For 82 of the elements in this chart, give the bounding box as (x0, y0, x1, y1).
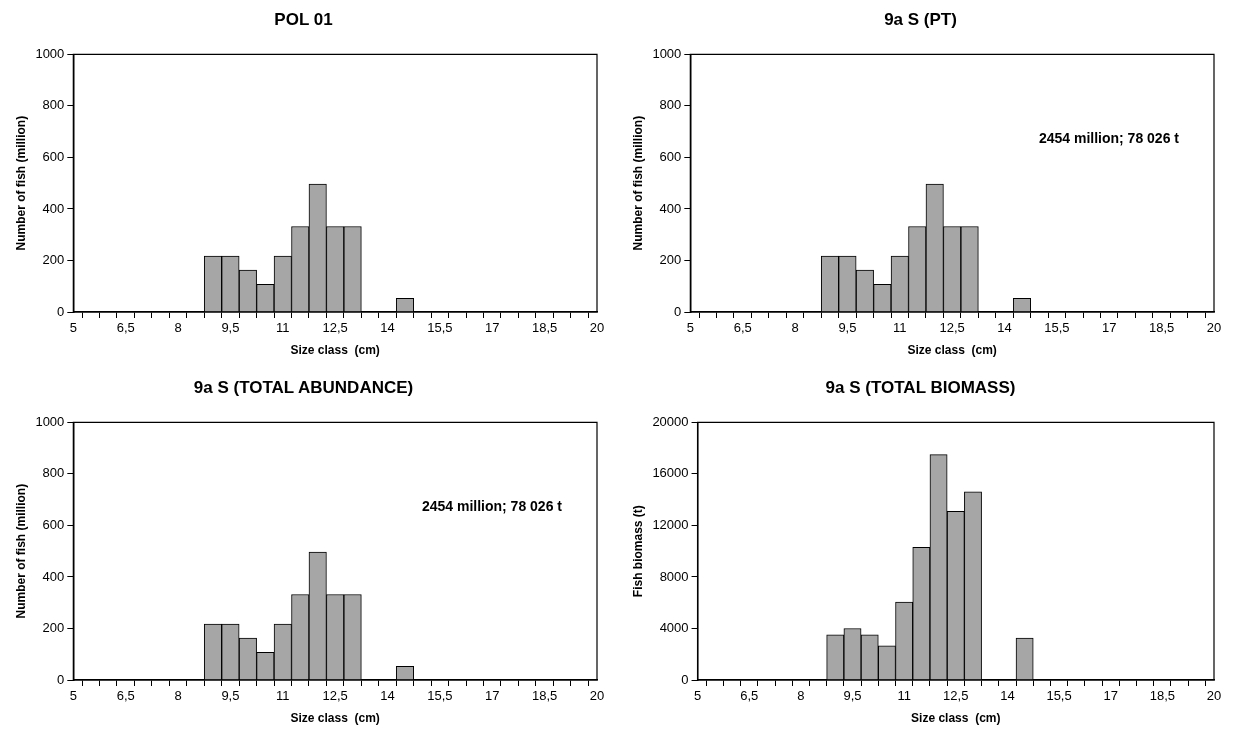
x-tick-label: 6,5 (116, 320, 135, 336)
x-tick-label: 5 (693, 688, 702, 704)
y-axis-title: Number of fish (million) (13, 115, 28, 251)
x-tick-label: 17 (1103, 688, 1118, 704)
x-tick-label: 18,5 (531, 688, 558, 704)
x-tick-label: 17 (1102, 320, 1117, 336)
x-tick-label: 20 (1206, 688, 1222, 704)
x-tick-label: 15,5 (1046, 688, 1072, 704)
y-tick-label: 200 (42, 252, 65, 268)
y-tick-label: 0 (674, 303, 682, 319)
x-tick-label: 15,5 (1044, 320, 1070, 336)
x-tick-label: 12,5 (322, 688, 348, 704)
x-tick-label: 17 (485, 688, 500, 704)
x-tick-label: 8 (791, 320, 799, 336)
x-axis-title: Size class (cm) (290, 343, 380, 358)
x-tick-label: 11 (276, 688, 290, 704)
x-tick-label: 8 (174, 320, 182, 336)
x-axis-title: Size class (cm) (911, 711, 1001, 726)
x-tick-label: 18,5 (1149, 688, 1176, 704)
y-tick-label: 800 (42, 465, 65, 481)
y-tick-label: 800 (659, 97, 682, 113)
x-tick-label: 11 (276, 320, 290, 336)
x-tick-label: 9,5 (838, 320, 857, 336)
x-tick-label: 5 (686, 320, 694, 336)
y-tick-label: 400 (659, 200, 682, 216)
y-tick-label: 0 (57, 671, 65, 687)
x-tick-label: 8 (797, 688, 805, 704)
x-tick-label: 9,5 (843, 688, 862, 704)
x-tick-label: 20 (1206, 320, 1222, 336)
x-tick-label: 11 (893, 320, 907, 336)
x-tick-label: 6,5 (116, 688, 135, 704)
y-tick-label: 8000 (659, 568, 689, 584)
y-tick-label: 400 (42, 568, 65, 584)
y-tick-label: 16000 (652, 465, 689, 481)
x-tick-label: 15,5 (427, 320, 453, 336)
x-tick-label: 6,5 (733, 320, 752, 336)
x-tick-label: 20 (589, 688, 605, 704)
chart-title: 9a S (TOTAL ABUNDANCE) (193, 377, 414, 397)
y-tick-label: 400 (42, 200, 65, 216)
x-tick-label: 12,5 (943, 688, 969, 704)
chart-title: POL 01 (274, 9, 333, 29)
x-tick-label: 6,5 (740, 688, 759, 704)
y-axis-title: Number of fish (million) (630, 115, 645, 251)
y-tick-label: 12000 (652, 517, 689, 533)
x-tick-label: 12,5 (939, 320, 965, 336)
x-tick-label: 14 (380, 688, 395, 704)
y-axis-title: Number of fish (million) (13, 483, 28, 619)
y-tick-label: 1000 (35, 45, 65, 61)
chart-title: 9a S (TOTAL BIOMASS) (825, 377, 1016, 397)
x-tick-label: 18,5 (531, 320, 558, 336)
x-tick-label: 8 (174, 688, 182, 704)
x-tick-label: 5 (69, 688, 77, 704)
y-tick-label: 600 (42, 149, 65, 165)
y-tick-label: 1000 (652, 45, 682, 61)
annotation: 2454 million; 78 026 t (421, 498, 563, 515)
x-tick-label: 15,5 (427, 688, 453, 704)
annotation: 2454 million; 78 026 t (1038, 130, 1180, 147)
x-tick-label: 14 (1000, 688, 1015, 704)
x-tick-label: 12,5 (322, 320, 348, 336)
x-tick-label: 5 (69, 320, 77, 336)
y-tick-label: 4000 (659, 620, 689, 636)
y-tick-label: 20000 (652, 413, 689, 429)
y-tick-label: 0 (681, 671, 689, 687)
x-tick-label: 9,5 (221, 320, 240, 336)
y-tick-label: 800 (42, 97, 65, 113)
x-tick-label: 14 (997, 320, 1012, 336)
y-tick-label: 200 (659, 252, 682, 268)
x-tick-label: 14 (380, 320, 395, 336)
y-tick-label: 0 (57, 303, 65, 319)
x-tick-label: 11 (897, 688, 911, 704)
x-tick-label: 20 (589, 320, 605, 336)
x-tick-label: 18,5 (1148, 320, 1175, 336)
y-axis-title: Fish biomass (t) (630, 505, 645, 598)
x-tick-label: 9,5 (221, 688, 240, 704)
y-tick-label: 600 (659, 149, 682, 165)
y-tick-label: 1000 (35, 413, 65, 429)
y-tick-label: 600 (42, 517, 65, 533)
x-axis-title: Size class (cm) (907, 343, 997, 358)
y-tick-label: 200 (42, 620, 65, 636)
x-axis-title: Size class (cm) (290, 711, 380, 726)
x-tick-label: 17 (485, 320, 500, 336)
chart-title: 9a S (PT) (884, 9, 957, 29)
